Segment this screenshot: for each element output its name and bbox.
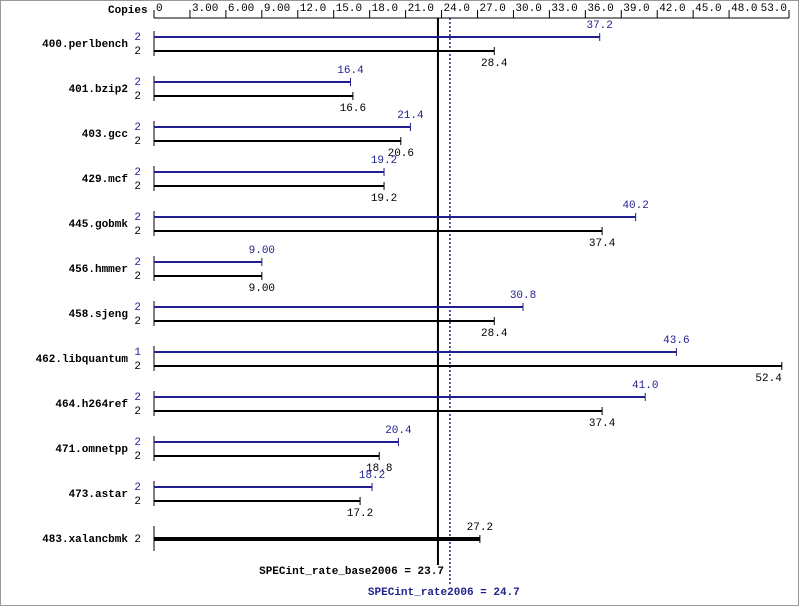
value-label: 37.4: [589, 238, 616, 250]
x-tick-label: 45.0: [695, 3, 721, 15]
summary-label: SPECint_rate2006 = 24.7: [368, 587, 520, 599]
x-tick-label: 30.0: [515, 3, 541, 15]
value-label: 52.4: [755, 373, 782, 385]
value-label: 19.2: [371, 193, 397, 205]
x-tick-label: 27.0: [479, 3, 505, 15]
category-label: 400.perlbench: [42, 39, 128, 51]
copies-label: 2: [134, 136, 141, 148]
summary-label: SPECint_rate_base2006 = 23.7: [259, 566, 444, 578]
value-label: 17.2: [347, 508, 373, 520]
x-tick-label: 9.00: [264, 3, 290, 15]
category-label: 462.libquantum: [36, 354, 129, 366]
x-tick-label: 15.0: [336, 3, 362, 15]
copies-label: 2: [134, 271, 141, 283]
copies-label: 2: [134, 316, 141, 328]
copies-header: Copies: [108, 5, 148, 17]
copies-label: 2: [134, 46, 141, 58]
copies-label: 2: [134, 482, 141, 494]
x-tick-label: 12.0: [300, 3, 326, 15]
value-label: 28.4: [481, 58, 508, 70]
x-tick-label: 3.00: [192, 3, 218, 15]
x-tick-label: 48.0: [731, 3, 757, 15]
copies-label: 2: [134, 212, 141, 224]
copies-label: 2: [134, 181, 141, 193]
copies-label: 2: [134, 361, 141, 373]
value-label: 9.00: [249, 283, 275, 295]
value-label: 40.2: [622, 200, 648, 212]
copies-label: 2: [134, 437, 141, 449]
copies-label: 2: [134, 226, 141, 238]
copies-label: 2: [134, 534, 141, 546]
category-label: 456.hmmer: [69, 264, 128, 276]
value-label: 20.4: [385, 425, 412, 437]
x-tick-label: 42.0: [659, 3, 685, 15]
value-label: 30.8: [510, 290, 536, 302]
x-tick-label: 21.0: [408, 3, 434, 15]
value-label: 20.6: [388, 148, 414, 160]
x-tick-label: 18.0: [372, 3, 398, 15]
copies-label: 2: [134, 496, 141, 508]
value-label: 28.4: [481, 328, 508, 340]
copies-label: 2: [134, 91, 141, 103]
copies-label: 2: [134, 122, 141, 134]
value-label: 19.2: [371, 155, 397, 167]
category-label: 403.gcc: [82, 129, 128, 141]
value-label: 18.8: [366, 463, 392, 475]
category-label: 471.omnetpp: [55, 444, 128, 456]
value-label: 43.6: [663, 335, 689, 347]
value-label: 18.2: [359, 470, 385, 482]
x-tick-label: 33.0: [551, 3, 577, 15]
copies-label: 2: [134, 451, 141, 463]
x-tick-label: 24.0: [444, 3, 470, 15]
copies-label: 2: [134, 77, 141, 89]
x-tick-label: 39.0: [623, 3, 649, 15]
copies-label: 2: [134, 406, 141, 418]
copies-label: 2: [134, 167, 141, 179]
value-label: 16.4: [337, 65, 364, 77]
category-label: 473.astar: [69, 489, 128, 501]
x-tick-label: 6.00: [228, 3, 254, 15]
copies-label: 2: [134, 32, 141, 44]
category-label: 464.h264ref: [55, 399, 128, 411]
copies-label: 2: [134, 302, 141, 314]
value-label: 41.0: [632, 380, 658, 392]
copies-label: 2: [134, 392, 141, 404]
x-tick-label: 36.0: [587, 3, 613, 15]
category-label: 445.gobmk: [69, 219, 129, 231]
category-label: 458.sjeng: [69, 309, 128, 321]
copies-label: 2: [134, 257, 141, 269]
value-label: 16.6: [340, 103, 366, 115]
value-label: 37.2: [586, 20, 612, 32]
category-label: 429.mcf: [82, 174, 129, 186]
copies-label: 1: [134, 347, 141, 359]
value-label: 37.4: [589, 418, 616, 430]
x-tick-label: 53.0: [761, 3, 787, 15]
x-tick-label: 0: [156, 3, 163, 15]
value-label: 9.00: [249, 245, 275, 257]
category-label: 401.bzip2: [69, 84, 128, 96]
value-label: 27.2: [467, 522, 493, 534]
category-label: 483.xalancbmk: [42, 534, 128, 546]
value-label: 21.4: [397, 110, 424, 122]
